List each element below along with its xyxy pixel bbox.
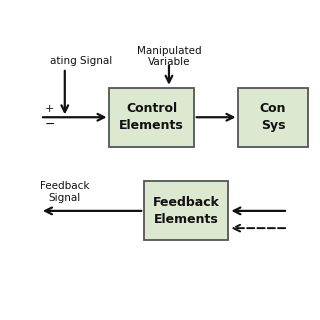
Text: −: − <box>45 118 55 131</box>
Text: Con
Sys: Con Sys <box>260 102 286 132</box>
Text: Control
Elements: Control Elements <box>119 102 184 132</box>
Text: Feedback
Elements: Feedback Elements <box>153 196 220 226</box>
Text: Feedback
Signal: Feedback Signal <box>40 181 90 203</box>
Bar <box>109 88 194 147</box>
Bar <box>144 181 228 240</box>
Text: +: + <box>45 104 55 114</box>
Bar <box>238 88 308 147</box>
Text: ating Signal: ating Signal <box>50 56 112 66</box>
Text: Manipulated
Variable: Manipulated Variable <box>137 46 201 68</box>
